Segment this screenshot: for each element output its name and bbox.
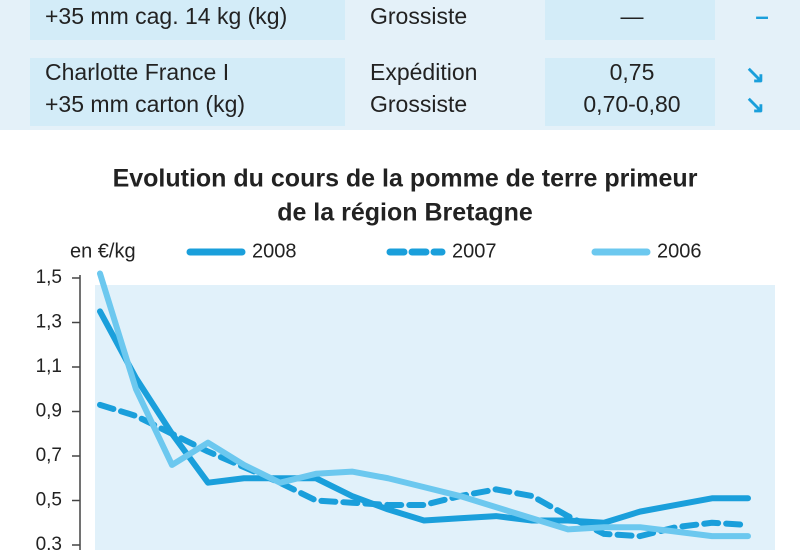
cell	[30, 58, 345, 126]
trend: ↘	[745, 91, 765, 118]
legend-label: 2008	[252, 240, 297, 262]
price: —	[621, 3, 644, 29]
trend: –	[755, 3, 768, 30]
legend-label: 2006	[657, 240, 702, 262]
y-tick-label: 1,3	[36, 312, 62, 333]
product: Charlotte France I	[45, 59, 229, 85]
y-tick-label: 1,1	[36, 356, 62, 377]
series-line	[97, 270, 751, 540]
y-tick-label: 1,5	[36, 267, 62, 288]
price: 0,70-0,80	[583, 91, 680, 117]
cell	[545, 0, 715, 40]
y-axis-label: en €/kg	[70, 240, 136, 262]
market: Grossiste	[370, 3, 467, 29]
y-tick-label: 0,5	[36, 490, 62, 511]
cell	[545, 58, 715, 126]
y-tick-label: 0,7	[36, 445, 62, 466]
cell	[30, 0, 345, 40]
product: +35 mm carton (kg)	[45, 91, 245, 117]
price: 0,75	[610, 59, 655, 85]
chart-title: Evolution du cours de la pomme de terre …	[113, 165, 698, 193]
y-tick-label: 0,9	[36, 401, 62, 422]
series-line	[97, 401, 751, 540]
market: Grossiste	[370, 91, 467, 117]
series-line	[97, 308, 751, 526]
chart-title: de la région Bretagne	[277, 199, 533, 227]
market: Expédition	[370, 59, 477, 85]
trend: ↘	[745, 61, 765, 88]
legend-label: 2007	[452, 240, 497, 262]
y-tick-label: 0,3	[36, 534, 62, 550]
product: +35 mm cag. 14 kg (kg)	[45, 3, 287, 29]
plot-area	[95, 285, 775, 550]
